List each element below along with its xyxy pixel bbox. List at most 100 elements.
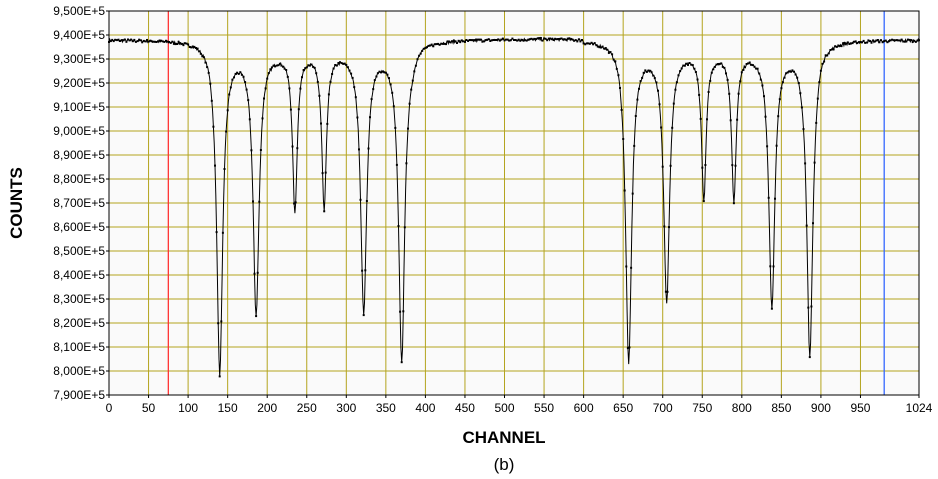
data-point	[562, 38, 564, 41]
data-point	[853, 40, 856, 43]
data-point	[130, 38, 133, 41]
data-point	[690, 63, 693, 66]
data-point	[831, 48, 833, 51]
data-point	[127, 38, 129, 41]
data-point	[519, 39, 522, 42]
y-tick-label: 9,000E+5	[53, 124, 105, 138]
data-point	[693, 67, 696, 70]
data-point	[582, 42, 585, 45]
data-point	[763, 95, 765, 98]
data-point	[609, 51, 612, 54]
data-point	[780, 87, 783, 90]
data-point	[277, 64, 280, 67]
data-point	[698, 93, 701, 96]
data-point	[574, 39, 577, 42]
data-point	[876, 39, 879, 41]
data-point	[857, 41, 860, 44]
data-point	[391, 91, 394, 94]
data-point	[740, 71, 743, 74]
data-point	[456, 42, 458, 44]
data-point	[851, 42, 854, 45]
data-point	[263, 97, 265, 100]
data-point	[136, 40, 139, 43]
series-counts	[108, 36, 920, 378]
data-point	[661, 165, 664, 168]
data-point	[623, 189, 626, 192]
data-point	[335, 64, 338, 67]
data-point	[856, 42, 859, 45]
data-point	[669, 164, 672, 167]
data-point	[577, 38, 580, 41]
data-point	[732, 202, 735, 205]
data-point	[720, 62, 723, 65]
data-point	[535, 38, 538, 41]
data-point	[185, 42, 188, 45]
data-point	[312, 65, 315, 68]
data-point	[505, 38, 508, 41]
data-point	[240, 73, 243, 76]
data-point	[354, 96, 357, 99]
data-point	[506, 38, 509, 41]
data-point	[490, 39, 493, 42]
data-point	[527, 38, 530, 41]
data-point	[261, 117, 264, 120]
data-point	[645, 70, 648, 73]
data-point	[476, 38, 479, 41]
data-point	[639, 80, 642, 83]
data-point	[416, 58, 419, 61]
data-point	[459, 41, 462, 44]
data-point	[563, 38, 566, 41]
data-point	[870, 41, 873, 44]
data-point	[445, 43, 447, 46]
data-point	[141, 41, 144, 44]
data-point	[653, 77, 656, 80]
data-point	[209, 82, 212, 85]
data-point	[848, 43, 851, 45]
data-point	[248, 118, 251, 121]
data-point	[767, 196, 770, 199]
data-point	[389, 83, 392, 86]
data-point	[539, 37, 542, 39]
data-point	[804, 162, 807, 165]
data-point	[710, 71, 713, 74]
data-point	[166, 40, 169, 43]
x-tick-label: 1024	[906, 401, 933, 415]
data-point	[293, 202, 296, 205]
data-point	[244, 81, 247, 84]
data-point	[516, 39, 519, 42]
data-point	[821, 62, 824, 65]
data-point	[395, 163, 398, 166]
data-point	[818, 81, 821, 84]
data-point	[759, 78, 762, 81]
data-point	[816, 97, 819, 100]
data-point	[375, 75, 378, 78]
data-point	[146, 39, 148, 41]
data-point	[111, 38, 114, 41]
data-point	[188, 46, 191, 48]
data-point	[647, 69, 650, 72]
data-point	[551, 38, 553, 41]
data-point	[734, 164, 737, 167]
data-point	[729, 119, 732, 122]
data-point	[125, 40, 128, 43]
data-point	[370, 98, 373, 101]
data-point	[160, 39, 163, 42]
data-point	[902, 40, 905, 43]
data-point	[832, 48, 835, 51]
data-point	[163, 40, 166, 43]
data-point	[147, 40, 150, 43]
data-point	[649, 69, 652, 72]
data-point	[297, 108, 300, 111]
data-point	[345, 63, 348, 66]
data-point	[612, 58, 615, 61]
data-point	[541, 39, 544, 42]
data-point	[620, 108, 623, 111]
y-tick-label: 8,800E+5	[53, 172, 105, 186]
data-point	[179, 42, 182, 45]
data-point	[554, 37, 557, 40]
data-point	[677, 74, 680, 77]
data-point	[570, 38, 572, 41]
data-point	[598, 46, 601, 49]
data-point	[498, 39, 501, 42]
